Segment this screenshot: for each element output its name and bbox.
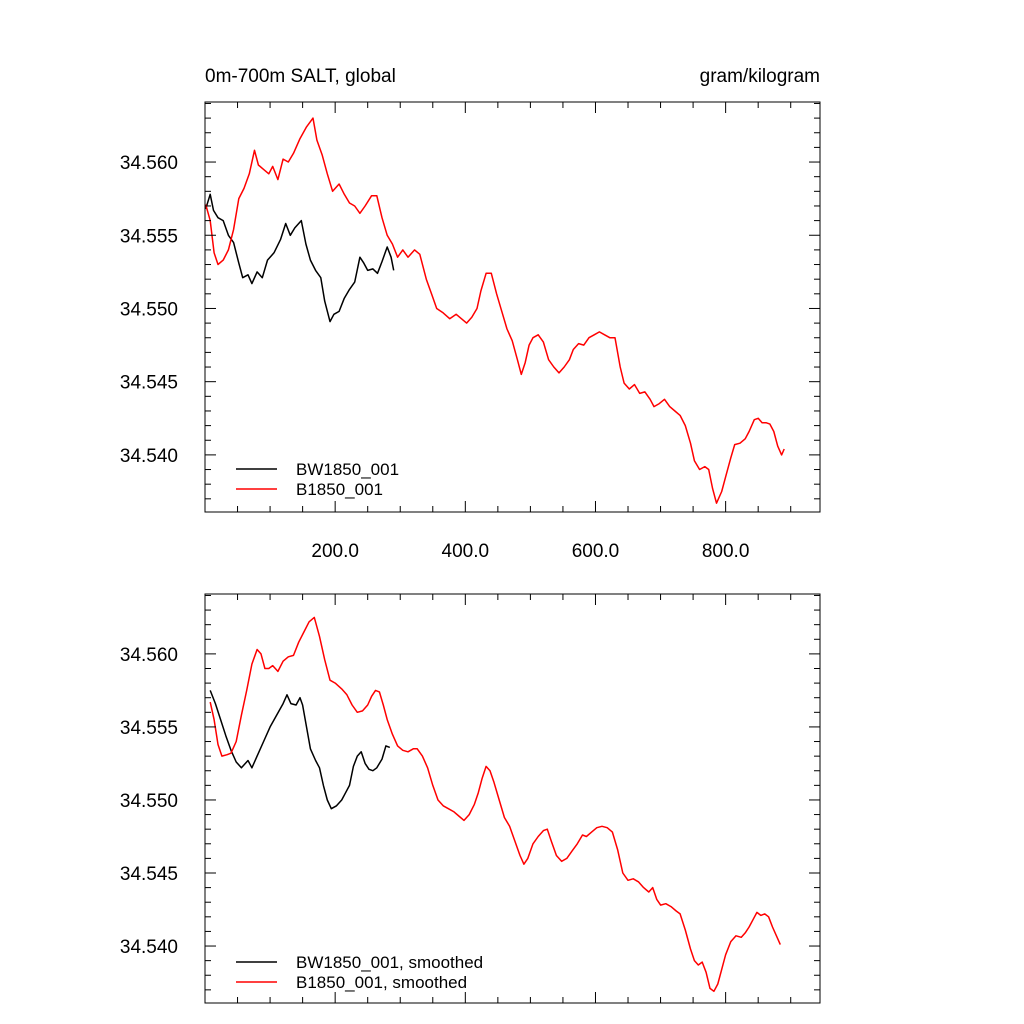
y-tick-label: 34.540 — [120, 446, 178, 467]
legend-label: BW1850_001 — [296, 460, 399, 479]
panel-top: 0m-700m SALT, global gram/kilogram 200.0… — [120, 66, 821, 562]
legend-label: B1850_001 — [296, 480, 383, 499]
x-tick-label: 800.0 — [702, 541, 750, 562]
legend-label: BW1850_001, smoothed — [296, 953, 483, 972]
x-tick-label: 400.0 — [442, 541, 490, 562]
y-tick-label: 34.555 — [120, 226, 178, 247]
y-tick-label: 34.555 — [120, 718, 178, 739]
y-tick-label: 34.545 — [120, 864, 178, 885]
x-tick-label: 200.0 — [311, 541, 359, 562]
y-tick-label: 34.550 — [120, 299, 178, 320]
legend-label: B1850_001, smoothed — [296, 973, 467, 992]
chart-title: 0m-700m SALT, global — [205, 66, 396, 87]
plot-frame — [204, 593, 821, 1004]
series-line-b1850-001 — [209, 616, 781, 993]
x-tick-label: 600.0 — [572, 541, 620, 562]
plot-frame — [204, 101, 821, 513]
y-tick-label: 34.550 — [120, 791, 178, 812]
series-line-bw1850-001 — [209, 690, 391, 810]
y-tick-label: 34.540 — [120, 937, 178, 958]
units-label: gram/kilogram — [700, 66, 820, 87]
series-group — [205, 117, 785, 504]
y-tick-label: 34.545 — [120, 373, 178, 394]
y-tick-label: 34.560 — [120, 153, 178, 174]
series-line-bw1850-001 — [205, 193, 395, 323]
series-group — [209, 616, 781, 993]
panel-bottom: 34.540 34.545 34.550 34.555 34.560 BW1850_001… — [120, 593, 821, 1004]
series-line-b1850-001 — [205, 117, 785, 504]
y-tick-label: 34.560 — [120, 645, 178, 666]
